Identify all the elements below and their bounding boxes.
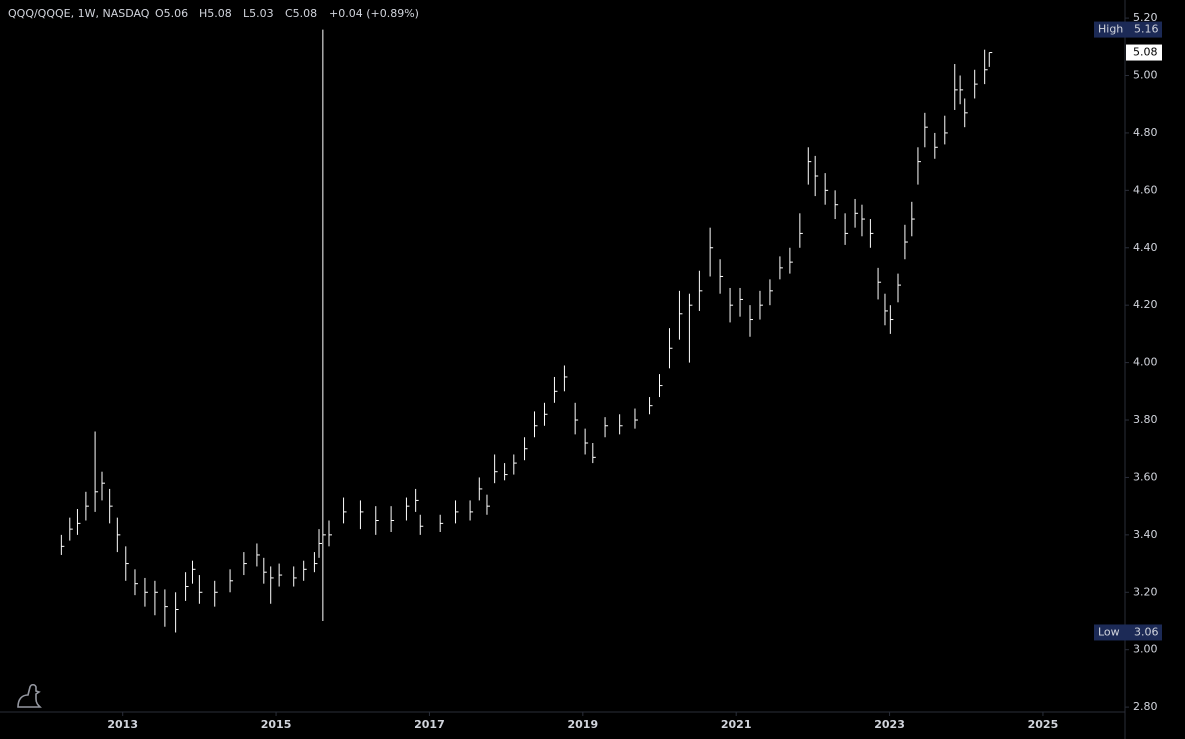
legend-value: H5.08 — [199, 7, 232, 20]
legend: QQQ/QQQE, 1W, NASDAQ O5.06 H5.08 L5.03 C5.08… — [8, 7, 419, 20]
y-tick-label: 3.40 — [1133, 528, 1158, 541]
y-tick-label: 4.40 — [1133, 241, 1158, 254]
x-tick-label: 2015 — [261, 718, 292, 731]
low-marker-value: 3.06 — [1134, 625, 1159, 638]
legend-value: O5.06 — [155, 7, 188, 20]
y-tick-label: 4.20 — [1133, 298, 1158, 311]
y-tick-label: 5.20 — [1133, 11, 1158, 24]
last-price-label: 5.08 — [1133, 46, 1158, 59]
legend-value: C5.08 — [285, 7, 317, 20]
high-marker-label: High — [1098, 23, 1123, 36]
x-tick-label: 2023 — [874, 718, 905, 731]
x-tick-label: 2017 — [414, 718, 445, 731]
low-marker-box — [1094, 624, 1162, 641]
y-tick-label: 3.60 — [1133, 470, 1158, 483]
x-tick-label: 2019 — [568, 718, 599, 731]
last-price-box — [1126, 44, 1162, 61]
legend-value: L5.03 — [243, 7, 274, 20]
x-tick-label: 2013 — [107, 718, 138, 731]
low-marker-label: Low — [1098, 625, 1120, 638]
x-tick-label: 2021 — [721, 718, 752, 731]
y-tick-label: 3.00 — [1133, 643, 1158, 656]
y-tick-label: 4.60 — [1133, 183, 1158, 196]
y-tick-label: 3.20 — [1133, 585, 1158, 598]
logo — [17, 683, 42, 708]
symbol-title: QQQ/QQQE, 1W, NASDAQ — [8, 7, 150, 20]
y-tick-label: 3.80 — [1133, 413, 1158, 426]
y-tick-label: 5.00 — [1133, 69, 1158, 82]
high-marker-value: 5.16 — [1134, 23, 1159, 36]
y-tick-label: 4.00 — [1133, 356, 1158, 369]
y-tick-label: 4.80 — [1133, 126, 1158, 139]
legend-value: +0.04 (+0.89%) — [329, 7, 419, 20]
y-tick-label: 2.80 — [1133, 700, 1158, 713]
high-marker-box — [1094, 21, 1162, 38]
x-tick-label: 2025 — [1028, 718, 1059, 731]
